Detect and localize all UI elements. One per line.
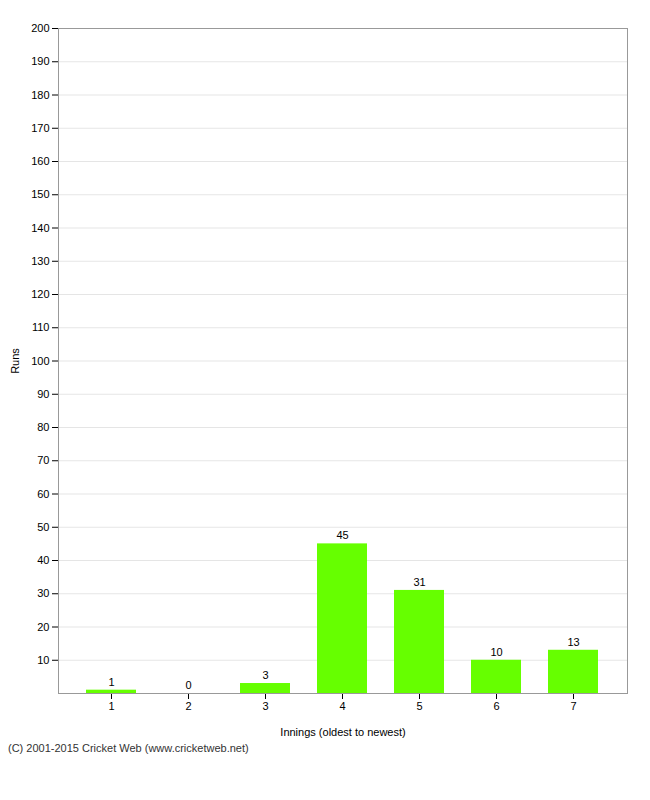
svg-text:10: 10	[37, 654, 49, 666]
svg-text:45: 45	[336, 529, 348, 541]
svg-text:31: 31	[413, 576, 425, 588]
svg-text:40: 40	[37, 554, 49, 566]
svg-text:180: 180	[31, 89, 49, 101]
svg-text:70: 70	[37, 454, 49, 466]
svg-text:90: 90	[37, 388, 49, 400]
svg-text:Innings (oldest to newest): Innings (oldest to newest)	[280, 726, 405, 738]
svg-text:140: 140	[31, 222, 49, 234]
svg-text:170: 170	[31, 122, 49, 134]
svg-text:120: 120	[31, 288, 49, 300]
svg-text:200: 200	[31, 22, 49, 34]
svg-text:6: 6	[493, 700, 499, 712]
svg-text:2: 2	[185, 700, 191, 712]
svg-text:20: 20	[37, 621, 49, 633]
svg-text:1: 1	[108, 676, 114, 688]
svg-text:0: 0	[185, 679, 191, 691]
svg-text:Runs: Runs	[9, 348, 21, 374]
svg-text:4: 4	[339, 700, 345, 712]
svg-text:3: 3	[262, 669, 268, 681]
svg-text:60: 60	[37, 488, 49, 500]
svg-text:100: 100	[31, 355, 49, 367]
svg-text:10: 10	[490, 646, 502, 658]
svg-text:13: 13	[567, 636, 579, 648]
svg-text:50: 50	[37, 521, 49, 533]
svg-text:160: 160	[31, 155, 49, 167]
svg-text:110: 110	[32, 321, 50, 333]
svg-text:130: 130	[31, 255, 49, 267]
svg-text:5: 5	[416, 700, 422, 712]
svg-text:190: 190	[31, 55, 49, 67]
html-text:(C) 2001-2015 Cricket Web (www: (C) 2001-2015 Cricket Web (www.cricketwe…	[8, 742, 249, 754]
svg-text:7: 7	[570, 700, 576, 712]
svg-text:30: 30	[37, 587, 49, 599]
svg-text:3: 3	[262, 700, 268, 712]
svg-text:80: 80	[37, 421, 49, 433]
svg-text:1: 1	[108, 700, 114, 712]
svg-text:150: 150	[31, 188, 49, 200]
